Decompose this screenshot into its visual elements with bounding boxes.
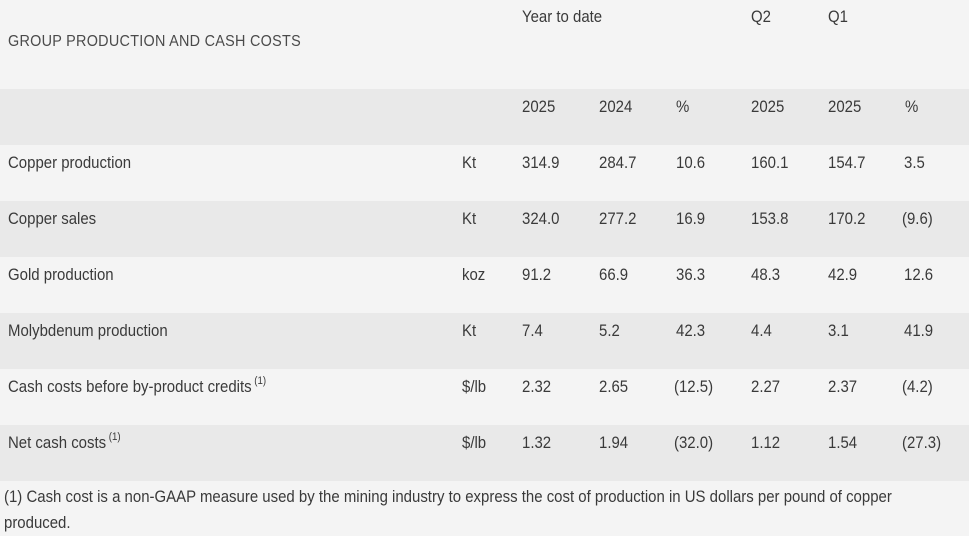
value-q2-2025: 4.4 <box>751 321 772 340</box>
column-header-qoq-pct: % <box>905 97 919 116</box>
column-header-ytd-2025: 2025 <box>522 97 556 116</box>
value-ytd-2024: 2.65 <box>599 377 629 396</box>
value-qoq-pct: (27.3) <box>902 433 942 452</box>
value-ytd-2025: 2.32 <box>522 377 552 396</box>
value-ytd-pct: 42.3 <box>676 321 706 340</box>
row-unit: Kt <box>462 153 477 172</box>
row-unit: koz <box>462 265 486 284</box>
value-ytd-2024: 1.94 <box>599 433 629 452</box>
row-label: Gold production <box>8 265 114 284</box>
column-header-q1-2025: 2025 <box>828 97 862 116</box>
row-label: Cash costs before by-product credits (1) <box>8 375 267 397</box>
value-q2-2025: 153.8 <box>751 209 789 228</box>
row-band-1 <box>0 145 969 201</box>
row-band-6 <box>0 425 969 481</box>
column-header-ytd-pct: % <box>676 97 690 116</box>
row-unit: Kt <box>462 321 477 340</box>
value-ytd-2024: 284.7 <box>599 153 637 172</box>
value-ytd-2024: 5.2 <box>599 321 620 340</box>
row-band-4 <box>0 313 969 369</box>
value-qoq-pct: (4.2) <box>902 377 933 396</box>
value-ytd-pct: (32.0) <box>674 433 714 452</box>
footnote-text: (1) Cash cost is a non-GAAP measure used… <box>4 487 892 532</box>
footnote-band <box>0 481 969 534</box>
header-band <box>0 89 969 145</box>
value-qoq-pct: (9.6) <box>902 209 933 228</box>
value-qoq-pct: 3.5 <box>904 153 925 172</box>
value-q1-2025: 3.1 <box>828 321 849 340</box>
value-q2-2025: 160.1 <box>751 153 789 172</box>
value-ytd-2025: 314.9 <box>522 153 560 172</box>
value-q2-2025: 48.3 <box>751 265 781 284</box>
value-ytd-2025: 324.0 <box>522 209 560 228</box>
value-q1-2025: 170.2 <box>828 209 866 228</box>
value-ytd-pct: 16.9 <box>676 209 706 228</box>
group-header-ytd: Year to date <box>522 7 603 26</box>
value-ytd-2025: 7.4 <box>522 321 543 340</box>
row-band-2 <box>0 201 969 257</box>
column-header-ytd-2024: 2024 <box>599 97 633 116</box>
value-q1-2025: 154.7 <box>828 153 866 172</box>
value-ytd-2025: 1.32 <box>522 433 552 452</box>
value-ytd-pct: (12.5) <box>674 377 714 396</box>
row-label: Copper production <box>8 153 132 172</box>
value-q2-2025: 2.27 <box>751 377 781 396</box>
row-unit: $/lb <box>462 377 487 396</box>
group-header-q2: Q2 <box>751 7 771 26</box>
value-ytd-2025: 91.2 <box>522 265 552 284</box>
value-q2-2025: 1.12 <box>751 433 781 452</box>
row-unit: $/lb <box>462 433 487 452</box>
value-q1-2025: 2.37 <box>828 377 858 396</box>
row-label: Copper sales <box>8 209 97 228</box>
row-band-5 <box>0 369 969 425</box>
value-ytd-2024: 66.9 <box>599 265 629 284</box>
footnote-marker: (1) <box>108 431 121 443</box>
row-label: Net cash costs (1) <box>8 431 121 453</box>
value-ytd-pct: 36.3 <box>676 265 706 284</box>
value-qoq-pct: 41.9 <box>904 321 934 340</box>
value-q1-2025: 42.9 <box>828 265 858 284</box>
column-header-q2-2025: 2025 <box>751 97 785 116</box>
value-ytd-pct: 10.6 <box>676 153 706 172</box>
table-title: GROUP PRODUCTION AND CASH COSTS <box>8 33 301 50</box>
title-band <box>0 0 969 89</box>
row-band-3 <box>0 257 969 313</box>
row-label: Molybdenum production <box>8 321 168 340</box>
group-header-q1: Q1 <box>828 7 848 26</box>
value-qoq-pct: 12.6 <box>904 265 934 284</box>
footnote-marker: (1) <box>254 375 267 387</box>
row-unit: Kt <box>462 209 477 228</box>
value-q1-2025: 1.54 <box>828 433 858 452</box>
value-ytd-2024: 277.2 <box>599 209 637 228</box>
